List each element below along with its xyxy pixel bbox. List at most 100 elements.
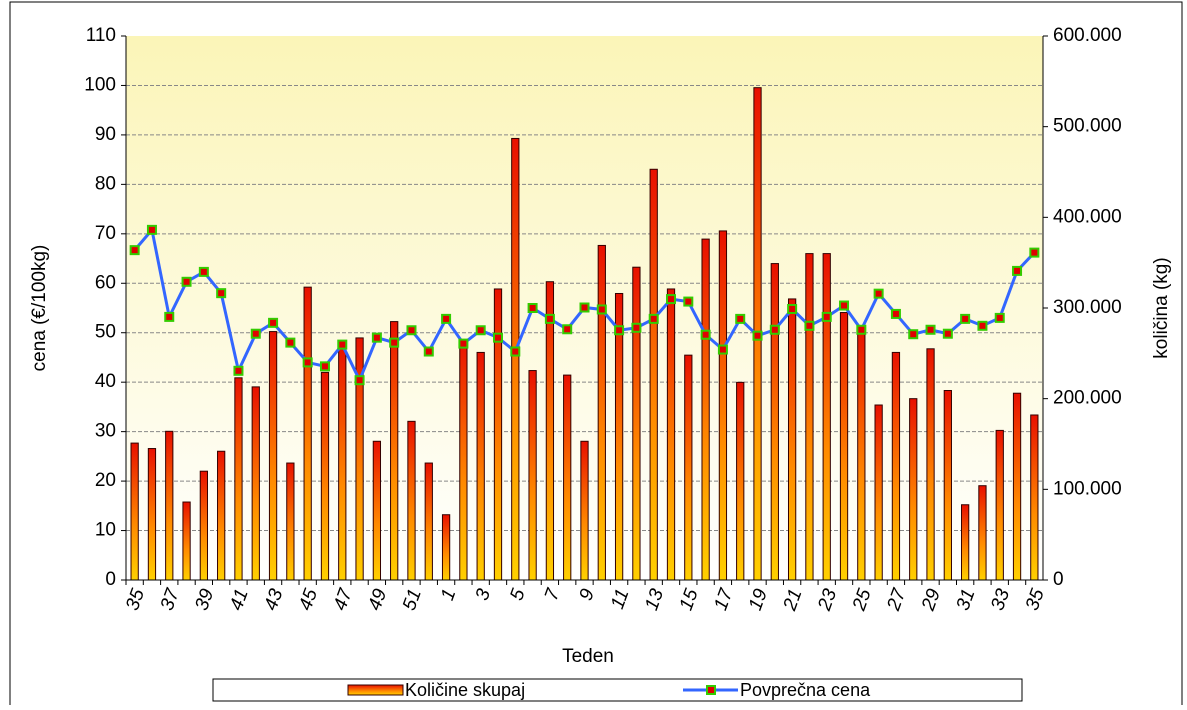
x-tick-label: 51 — [399, 586, 426, 613]
bar — [528, 370, 537, 581]
bar — [441, 514, 451, 581]
bar — [978, 485, 987, 581]
point — [1029, 247, 1040, 258]
x-tick-label: 25 — [848, 586, 875, 614]
x-tick-label: 37 — [157, 585, 184, 613]
bar — [839, 312, 849, 581]
x-tick-label: 3 — [472, 586, 495, 604]
legend-marker — [706, 685, 716, 695]
chart-border — [9, 1, 1183, 710]
point — [735, 313, 746, 324]
point — [268, 317, 279, 328]
x-tick-label: 31 — [953, 586, 980, 613]
point — [475, 325, 486, 336]
bar — [632, 266, 641, 581]
point — [406, 325, 417, 336]
bar — [563, 374, 572, 581]
x-tick-label: 19 — [745, 586, 772, 613]
y-tick-label: 90 — [95, 124, 116, 145]
bar — [182, 501, 191, 581]
y-tick-label: 70 — [95, 223, 116, 244]
bar — [857, 330, 866, 581]
y-tick-label: 110 — [86, 25, 116, 46]
y-axis-title: cena (€/100kg) — [29, 245, 50, 372]
bar — [580, 440, 589, 581]
bar — [372, 440, 382, 581]
point — [596, 304, 607, 315]
point — [510, 346, 521, 357]
point — [1012, 265, 1023, 276]
y2-tick-label: 300.000 — [1053, 297, 1122, 318]
bar — [684, 354, 693, 581]
x-tick-label: 33 — [987, 586, 1014, 613]
bar — [338, 347, 347, 581]
bar — [545, 281, 555, 581]
y2-tick-label: 200.000 — [1053, 388, 1122, 409]
legend — [212, 678, 1023, 702]
y-tick-label: 100 — [84, 74, 116, 95]
point — [337, 339, 348, 350]
x-tick-label: 23 — [814, 586, 841, 614]
bar — [407, 420, 416, 581]
bar — [649, 168, 658, 581]
y-tick-label: 50 — [95, 322, 116, 343]
point — [908, 329, 919, 340]
point — [544, 313, 555, 324]
point — [769, 324, 780, 335]
x-tick-label: 45 — [295, 586, 322, 613]
bar — [597, 244, 606, 581]
legend-label: Količine skupaj — [405, 680, 525, 700]
y-tick-label: 30 — [95, 421, 116, 442]
point — [492, 332, 503, 343]
bar — [770, 263, 779, 581]
point — [285, 337, 296, 348]
point — [752, 330, 763, 341]
y2-tick-label: 100.000 — [1053, 478, 1122, 499]
point — [683, 296, 694, 307]
point — [302, 357, 313, 368]
bar — [234, 377, 243, 581]
bar — [511, 137, 520, 581]
x-tick-label: 13 — [641, 586, 668, 613]
y2-tick-label: 500.000 — [1053, 116, 1122, 137]
y-tick-label: 40 — [95, 371, 116, 392]
point — [890, 308, 901, 319]
point — [873, 288, 884, 299]
point — [354, 375, 365, 386]
x-tick-label: 41 — [226, 586, 253, 613]
point — [129, 245, 140, 256]
point — [458, 338, 469, 349]
x-tick-label: 11 — [607, 586, 633, 612]
bar — [217, 450, 226, 581]
x-axis-title: Teden — [562, 646, 614, 667]
bar — [736, 381, 745, 581]
y2-axis-title: količina (kg) — [1151, 257, 1172, 358]
point — [579, 302, 590, 313]
bar — [130, 442, 139, 581]
point — [960, 313, 971, 324]
point — [198, 266, 209, 277]
point — [389, 337, 400, 348]
y-tick-label: 60 — [95, 272, 116, 293]
point — [994, 312, 1005, 323]
bar — [891, 351, 901, 581]
bar — [787, 298, 797, 581]
point — [562, 324, 573, 335]
x-tick-label: 17 — [710, 585, 737, 613]
point — [146, 224, 157, 235]
bar — [199, 470, 208, 581]
bar — [286, 462, 295, 581]
legend-swatch — [347, 684, 404, 696]
legend-label: Povprečna cena — [740, 680, 871, 700]
point — [441, 313, 452, 324]
x-tick-label: 1 — [437, 586, 460, 603]
point — [666, 294, 677, 305]
bar — [493, 288, 503, 581]
bar — [995, 429, 1004, 581]
x-tick-label: 49 — [364, 586, 391, 613]
point — [821, 311, 832, 322]
bar — [251, 386, 260, 581]
y2-tick-label: 0 — [1053, 569, 1064, 590]
bar — [666, 288, 676, 581]
